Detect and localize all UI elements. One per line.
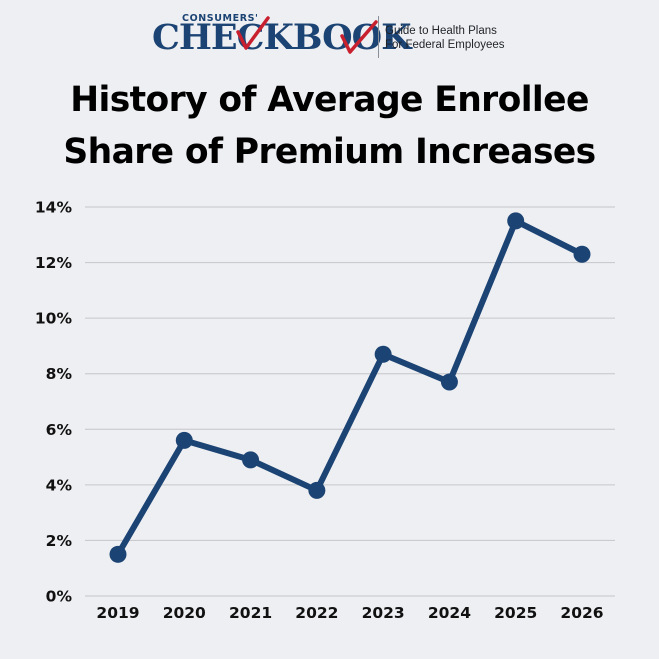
y-tick-label: 10% xyxy=(35,310,73,328)
y-tick-label: 4% xyxy=(46,476,73,494)
points-layer xyxy=(109,212,591,563)
y-tick-label: 6% xyxy=(46,421,73,439)
data-point xyxy=(109,545,127,563)
x-tick-label: 2024 xyxy=(428,604,471,622)
x-tick-label: 2025 xyxy=(494,604,537,622)
x-tick-label: 2022 xyxy=(295,604,338,622)
data-point xyxy=(573,245,591,263)
series-line xyxy=(115,217,585,558)
x-tick-label: 2023 xyxy=(362,604,405,622)
data-point xyxy=(374,345,392,363)
brand-tagline-line2: For Federal Employees xyxy=(385,39,505,51)
y-tick-label: 12% xyxy=(35,254,73,272)
x-tick-label: 2020 xyxy=(163,604,206,622)
brand-tagline-line1: Guide to Health Plans xyxy=(385,25,497,37)
data-point xyxy=(242,451,260,469)
x-axis-ticks: 2019 2020 2021 2022 2023 2024 2025 2026 xyxy=(96,604,603,622)
data-point xyxy=(308,481,326,499)
y-tick-label: 8% xyxy=(46,365,73,383)
x-tick-label: 2019 xyxy=(96,604,139,622)
series-layer xyxy=(115,217,585,558)
y-tick-label: 2% xyxy=(46,532,73,550)
brand-tagline: Guide to Health Plans For Federal Employ… xyxy=(385,24,505,52)
brand-super-text: CONSUMERS' xyxy=(182,13,259,24)
chart-title-line1: History of Average Enrollee xyxy=(70,80,589,120)
chart-title-line2: Share of Premium Increases xyxy=(63,132,596,172)
y-axis-ticks: 0% 2% 4% 6% 8% 10% 12% 14% xyxy=(35,199,73,606)
gridlines xyxy=(85,206,615,597)
data-point xyxy=(440,373,458,391)
data-point xyxy=(175,431,193,449)
brand-divider xyxy=(378,16,379,58)
y-tick-label: 0% xyxy=(46,588,73,606)
x-tick-label: 2026 xyxy=(560,604,603,622)
data-point xyxy=(507,212,525,230)
chart-title: History of Average Enrollee Share of Pre… xyxy=(0,74,659,178)
y-tick-label: 14% xyxy=(35,199,73,217)
x-tick-label: 2021 xyxy=(229,604,272,622)
